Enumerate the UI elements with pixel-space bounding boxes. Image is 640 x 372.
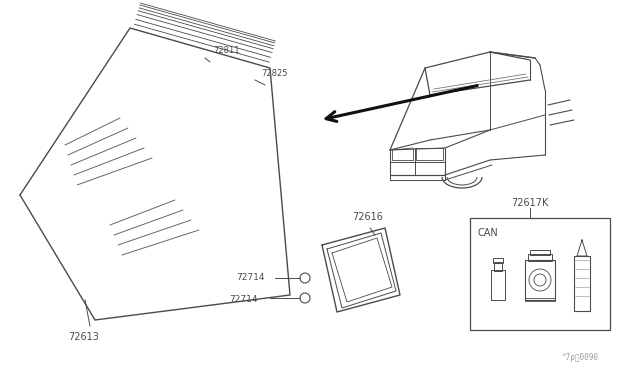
Bar	[493, 258, 503, 263]
Text: ^7ρ⁄0090: ^7ρ⁄0090	[561, 353, 598, 362]
Bar	[525, 298, 555, 301]
Text: 72714: 72714	[237, 273, 265, 282]
Bar	[494, 262, 502, 271]
Text: 72825: 72825	[261, 68, 287, 77]
Text: 72714: 72714	[230, 295, 258, 305]
Bar	[525, 260, 555, 300]
Bar	[530, 250, 550, 255]
Bar	[574, 256, 590, 311]
Text: 72613: 72613	[68, 332, 99, 342]
Text: CAN: CAN	[478, 228, 499, 238]
Text: 72616: 72616	[353, 212, 383, 222]
Bar	[470, 218, 610, 330]
Text: 72811: 72811	[213, 45, 239, 55]
Bar	[491, 270, 505, 300]
Text: 72617K: 72617K	[511, 198, 548, 208]
Bar	[528, 254, 552, 261]
